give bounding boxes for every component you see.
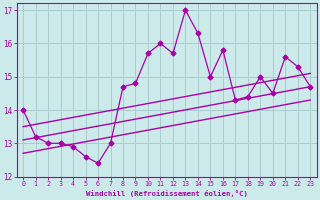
X-axis label: Windchill (Refroidissement éolien,°C): Windchill (Refroidissement éolien,°C)	[86, 190, 248, 197]
